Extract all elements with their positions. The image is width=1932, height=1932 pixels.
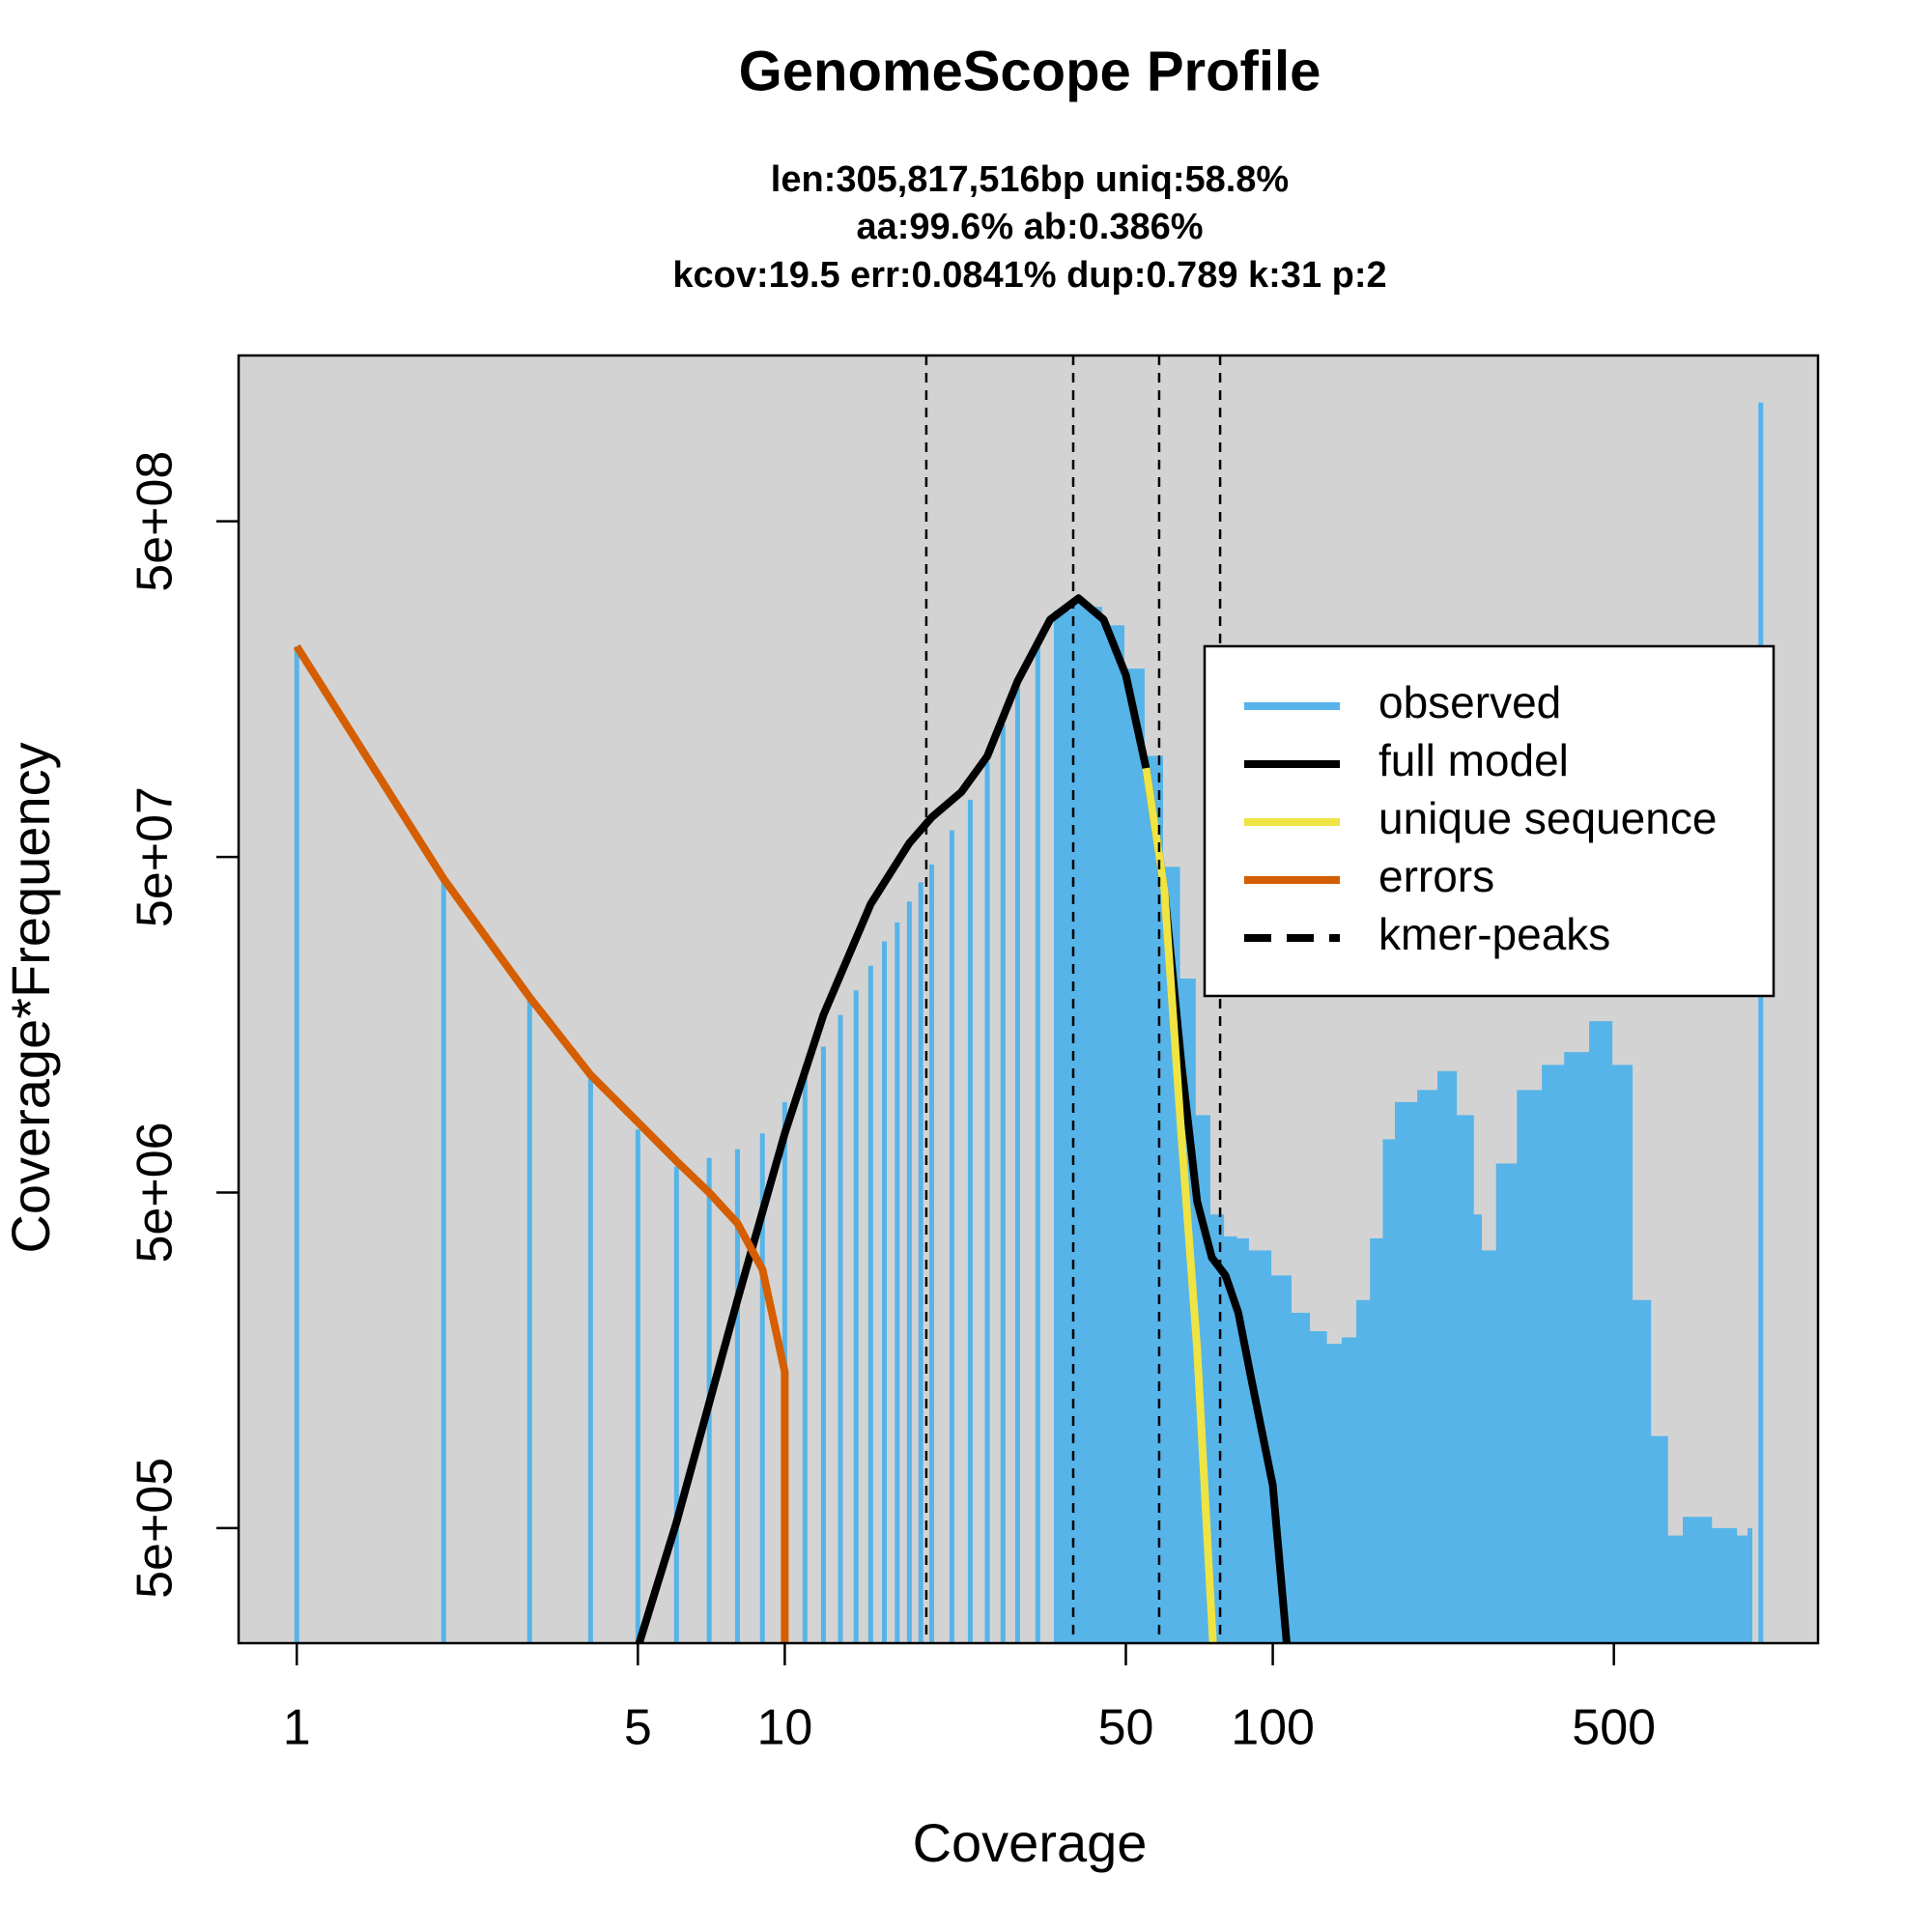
observed-bar [1611, 1065, 1634, 1643]
observed-bar [1086, 607, 1102, 1643]
chart-title: GenomeScope Profile [739, 40, 1321, 102]
observed-bar [1014, 687, 1020, 1643]
observed-bar [1325, 1344, 1343, 1643]
legend-label: errors [1378, 851, 1494, 901]
observed-bar [820, 1046, 826, 1643]
observed-bar [1382, 1139, 1397, 1643]
model-line [293, 643, 789, 1643]
observed-bar [1517, 1090, 1544, 1643]
x-tick-label: 1 [283, 1700, 311, 1756]
observed-bar [1564, 1052, 1591, 1643]
legend-label: unique sequence [1378, 793, 1717, 843]
observed-bar [587, 1077, 593, 1643]
observed-bar [918, 882, 923, 1643]
observed-bar [1000, 724, 1006, 1643]
observed-bar [294, 646, 299, 1643]
observed-bar [1070, 600, 1088, 1643]
observed-bar [1650, 1435, 1668, 1643]
observed-bar [967, 799, 973, 1643]
observed-bar [1632, 1299, 1652, 1643]
observed-bar [1747, 1527, 1753, 1643]
subtitle: len:305,817,516bp uniq:58.8% [771, 159, 1289, 200]
observed-bar [895, 922, 900, 1643]
x-tick-label: 100 [1231, 1700, 1315, 1756]
y-axis-title: Coverage*Frequency [0, 742, 61, 1253]
y-tick-label: 5e+06 [128, 1122, 184, 1263]
observed-bar [906, 901, 912, 1643]
observed-bar [734, 1149, 740, 1643]
observed-bar [1683, 1517, 1713, 1643]
observed-bar [949, 830, 954, 1643]
observed-bar [928, 864, 934, 1643]
observed-bar [1542, 1065, 1566, 1643]
observed-bar [984, 761, 990, 1643]
observed-bar [1143, 755, 1164, 1643]
observed-bar [635, 1129, 640, 1643]
observed-bar [1711, 1527, 1738, 1643]
model-line [635, 594, 1292, 1643]
observed-bar [1417, 1090, 1439, 1643]
plot-area [293, 355, 1764, 1643]
plot-frame [237, 354, 1820, 1645]
observed-bar [1666, 1535, 1685, 1643]
observed-bar [1589, 1021, 1613, 1643]
subtitle: aa:99.6% ab:0.386% [856, 207, 1203, 247]
subtitle: kcov:19.5 err:0.0841% dup:0.789 k:31 p:2 [672, 255, 1386, 296]
observed-bar [1456, 1115, 1474, 1643]
observed-bar [1758, 402, 1764, 1643]
observed-bar [1100, 625, 1124, 1643]
observed-bar [802, 1077, 808, 1643]
legend-label: kmer-peaks [1378, 909, 1610, 959]
observed-bar [1309, 1331, 1327, 1643]
y-tick-label: 5e+08 [128, 451, 184, 592]
observed-bar [1480, 1250, 1497, 1643]
observed-bar [1495, 1163, 1519, 1643]
observed-bar [1356, 1299, 1372, 1643]
observed-bar [673, 1166, 679, 1643]
legend-label: observed [1378, 677, 1561, 727]
x-tick-label: 500 [1572, 1700, 1656, 1756]
observed-bar [867, 965, 873, 1643]
observed-bar [1035, 643, 1040, 1643]
observed-bar [759, 1133, 765, 1643]
x-axis-title: Coverage [913, 1812, 1148, 1873]
y-tick-label: 5e+07 [128, 786, 184, 927]
observed-bar [440, 878, 446, 1643]
x-tick-label: 10 [756, 1700, 812, 1756]
observed-bar [1053, 611, 1072, 1643]
x-tick-label: 50 [1098, 1700, 1154, 1756]
observed-bar [882, 941, 888, 1643]
observed-bar [1472, 1214, 1482, 1643]
x-tick-label: 5 [624, 1700, 652, 1756]
legend-label: full model [1378, 735, 1569, 785]
observed-bar [853, 990, 859, 1643]
observed-bar [526, 997, 532, 1643]
observed-bar [1341, 1337, 1358, 1643]
observed-bar [1290, 1313, 1311, 1643]
observed-bar [1395, 1101, 1419, 1643]
observed-bar [1208, 1214, 1225, 1643]
observed-bar [1736, 1535, 1749, 1643]
y-tick-label: 5e+05 [128, 1458, 184, 1599]
observed-bar [1122, 668, 1145, 1643]
observed-bar [838, 1014, 843, 1643]
observed-bar [1437, 1070, 1458, 1643]
observed-bar [1370, 1237, 1384, 1643]
observed-bar [1223, 1236, 1237, 1643]
